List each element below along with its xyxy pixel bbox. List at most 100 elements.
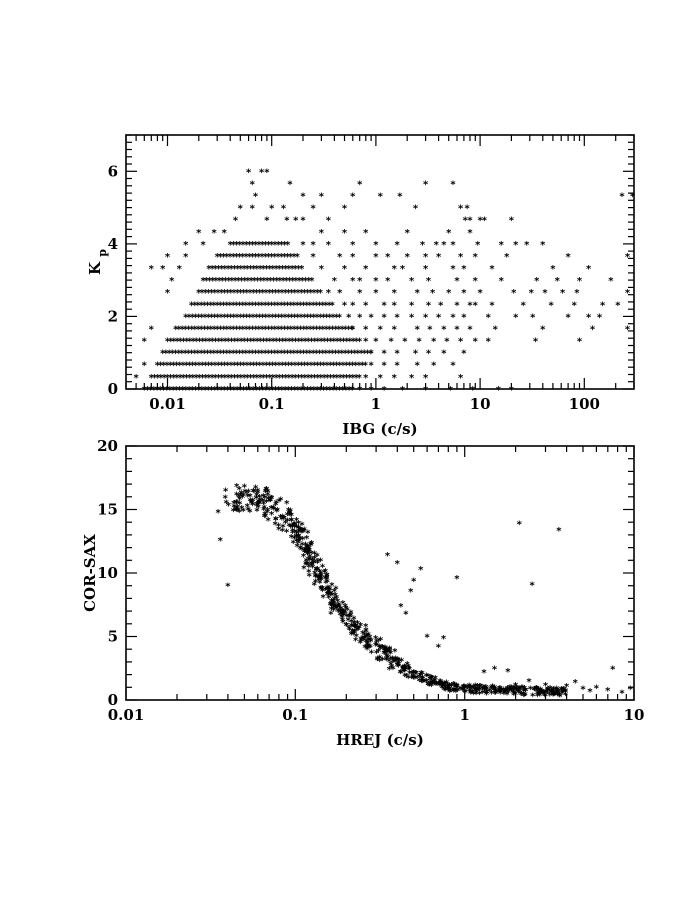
chart-top-point: * [326, 288, 332, 299]
chart-bottom-cloud-point: * [493, 689, 499, 700]
chart-bottom-cloud-point: * [346, 624, 352, 635]
chart-bottom-cloud-point: * [231, 507, 237, 518]
chart-top-point: * [281, 204, 287, 215]
chart-bottom-cloud-point: * [496, 687, 502, 698]
chart-bottom-cloud-point: * [281, 514, 287, 525]
chart-bottom-cloud-point: * [343, 602, 349, 613]
chart-top-point: * [608, 276, 614, 287]
chart-bottom-cloud-point: * [237, 500, 243, 511]
chart-top-point: * [586, 312, 592, 323]
chart-top-point: * [540, 324, 546, 335]
chart-bottom-cloud-point: * [538, 688, 544, 699]
chart-top-point: * [555, 276, 561, 287]
chart-bottom-cloud-point: * [241, 491, 247, 502]
chart-top-band-point: * [155, 361, 161, 372]
chart-top-band-point: * [183, 385, 189, 396]
chart-bottom-cloud-point: * [294, 536, 300, 547]
chart-bottom-cloud-point: * [492, 689, 498, 700]
chart-top-band-point: * [205, 324, 211, 335]
chart-top-band-point: * [250, 240, 256, 251]
chart-top-point: * [363, 373, 369, 384]
chart-top-band-point: * [272, 324, 278, 335]
chart-top-point: * [149, 264, 155, 275]
chart-bottom-cloud-point: * [547, 691, 553, 702]
chart-bottom-cloud-point: * [234, 482, 240, 493]
chart-top-band-point: * [337, 361, 343, 372]
chart-bottom-cloud-point: * [301, 552, 307, 563]
chart-bottom-cloud-point: * [289, 516, 295, 527]
chart-bottom-cloud-point: * [335, 607, 341, 618]
chart-top-band-point: * [344, 373, 350, 384]
chart-bottom-cloud-point: * [334, 594, 340, 605]
chart-top-band-point: * [298, 385, 304, 396]
chart-bottom-cloud-point: * [282, 514, 288, 525]
chart-top-xtick-label: 10 [470, 395, 491, 413]
chart-top-band-point: * [253, 252, 259, 263]
chart-top-band-point: * [222, 373, 228, 384]
chart-top-band-point: * [301, 324, 307, 335]
chart-bottom-cloud-point: * [427, 681, 433, 692]
chart-bottom-point: * [255, 487, 261, 498]
chart-bottom-cloud-point: * [422, 677, 428, 688]
chart-top-band-point: * [337, 385, 343, 396]
chart-top-point: * [165, 288, 171, 299]
chart-bottom-point: * [249, 498, 255, 509]
chart-top-band-point: * [330, 301, 336, 312]
chart-bottom-cloud-point: * [454, 682, 460, 693]
chart-top-band-point: * [272, 349, 278, 360]
chart-top-band-point: * [168, 337, 174, 348]
chart-top-point: * [388, 337, 394, 348]
chart-bottom-cloud-point: * [401, 667, 407, 678]
chart-top-band-point: * [264, 276, 270, 287]
chart-top-band-point: * [276, 240, 282, 251]
chart-top-band-point: * [186, 324, 192, 335]
chart-top-point: * [550, 264, 556, 275]
chart-top-band-point: * [349, 324, 355, 335]
chart-bottom-cloud-point: * [506, 688, 512, 699]
chart-bottom-xtick-label: 1 [459, 706, 469, 724]
chart-bottom-cloud-point: * [387, 665, 393, 676]
chart-top-band-point: * [317, 349, 323, 360]
chart-bottom-cloud-point: * [445, 682, 451, 693]
chart-bottom-xlabel: HREJ (c/s) [336, 731, 424, 749]
chart-bottom-cloud-point: * [239, 504, 245, 515]
chart-top-band-point: * [276, 312, 282, 323]
chart-top-point: * [142, 337, 148, 348]
chart-top-band-point: * [291, 252, 297, 263]
chart-bottom-cloud-point: * [353, 622, 359, 633]
chart-top-band-point: * [195, 301, 201, 312]
chart-bottom-cloud-point: * [477, 682, 483, 693]
chart-top-band-point: * [347, 337, 353, 348]
chart-top-band-point: * [305, 312, 311, 323]
chart-top-point: * [441, 240, 447, 251]
chart-top-band-point: * [289, 385, 295, 396]
chart-bottom-cloud-point: * [536, 686, 542, 697]
chart-top-band-point: * [311, 288, 317, 299]
chart-top-band-point: * [339, 324, 345, 335]
chart-bottom-cloud-point: * [306, 563, 312, 574]
chart-bottom-cloud-point: * [247, 508, 253, 519]
chart-top-point: * [310, 252, 316, 263]
chart-top-band-point: * [202, 312, 208, 323]
chart-bottom-cloud-point: * [534, 685, 540, 696]
chart-top-band-point: * [142, 385, 148, 396]
chart-top-band-point: * [231, 324, 237, 335]
chart-top-band-point: * [301, 301, 307, 312]
chart-bottom-cloud-point: * [333, 585, 339, 596]
chart-bottom-cloud-point: * [507, 683, 513, 694]
chart-bottom-point: * [418, 565, 424, 576]
chart-bottom-cloud-point: * [338, 604, 344, 615]
chart-top-band-point: * [260, 361, 266, 372]
chart-bottom-cloud-point: * [428, 679, 434, 690]
chart-top-band-point: * [270, 337, 276, 348]
chart-top-band-point: * [285, 240, 291, 251]
chart-top-band-point: * [199, 385, 205, 396]
chart-bottom-cloud-point: * [275, 506, 281, 517]
chart-top-point: * [373, 240, 379, 251]
chart-bottom-point: * [215, 508, 221, 519]
chart-top-band-point: * [311, 385, 317, 396]
chart-bottom-cloud-point: * [406, 664, 412, 675]
chart-top-point: * [489, 301, 495, 312]
chart-bottom-cloud-point: * [420, 673, 426, 684]
chart-bottom-cloud-point: * [256, 503, 262, 514]
